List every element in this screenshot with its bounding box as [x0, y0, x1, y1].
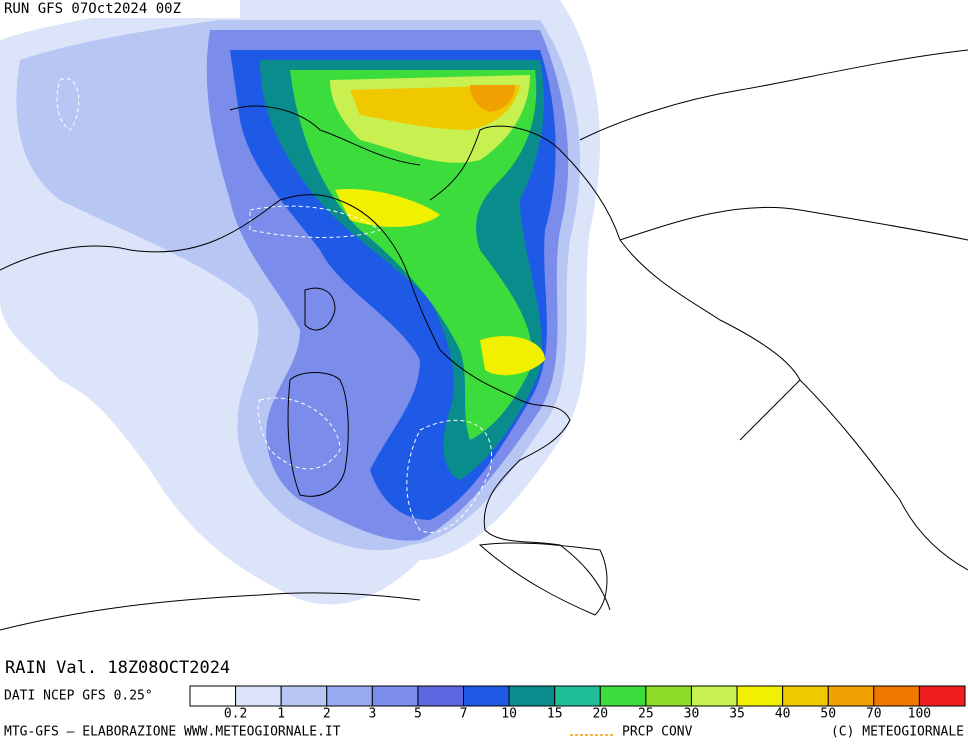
colorbar-label: 40 — [775, 707, 791, 722]
colorbar: 0.2 1 2 3 5 7 10 15 20 25 30 35 40 50 70 100 — [189, 685, 966, 722]
colorbar-label: 25 — [638, 707, 654, 722]
valid-time: RAIN Val. 18Z08OCT2024 — [5, 658, 230, 678]
colorbar-label: 30 — [684, 707, 700, 722]
colorbar-label: 3 — [368, 707, 376, 722]
credit: MTG-GFS — ELABORAZIONE WWW.METEOGIORNALE… — [4, 725, 341, 740]
colorbar-label: 100 — [908, 707, 931, 722]
colorbar-label: 1 — [277, 707, 285, 722]
precipitation-field — [0, 0, 600, 605]
colorbar-box — [736, 685, 784, 707]
colorbar-label: 35 — [729, 707, 745, 722]
colorbar-box — [782, 685, 829, 707]
convective-contours — [56, 77, 492, 533]
data-source: DATI NCEP GFS 0.25° — [4, 689, 153, 704]
colorbar-box — [508, 685, 556, 707]
colorbar-box — [599, 685, 647, 707]
run-label: RUN GFS 07Oct2024 00Z — [4, 1, 181, 17]
colorbar-box — [463, 685, 510, 707]
colorbar-box — [690, 685, 738, 707]
colorbar-label: 5 — [414, 707, 422, 722]
colorbar-box — [280, 685, 328, 707]
colorbar-box — [371, 685, 419, 707]
colorbar-box — [918, 685, 966, 707]
header-box — [0, 0, 240, 18]
colorbar-box — [326, 685, 373, 707]
colorbar-label: 0.2 — [224, 707, 247, 722]
colorbar-label: 2 — [323, 707, 331, 722]
colorbar-box — [827, 685, 875, 707]
colorbar-label: 15 — [547, 707, 563, 722]
colorbar-box — [189, 685, 237, 707]
conv-label: PRCP CONV — [622, 725, 693, 740]
colorbar-label: 7 — [460, 707, 468, 722]
colorbar-label: 70 — [866, 707, 882, 722]
copyright: (C) METEOGIORNALE — [831, 725, 964, 740]
colorbar-box — [645, 685, 692, 707]
coastlines — [0, 49, 968, 631]
colorbar-label: 20 — [592, 707, 608, 722]
colorbar-box — [235, 685, 282, 707]
colorbar-box — [417, 685, 465, 707]
colorbar-label: 10 — [501, 707, 517, 722]
colorbar-box — [554, 685, 601, 707]
colorbar-label: 50 — [820, 707, 836, 722]
colorbar-box — [873, 685, 920, 707]
